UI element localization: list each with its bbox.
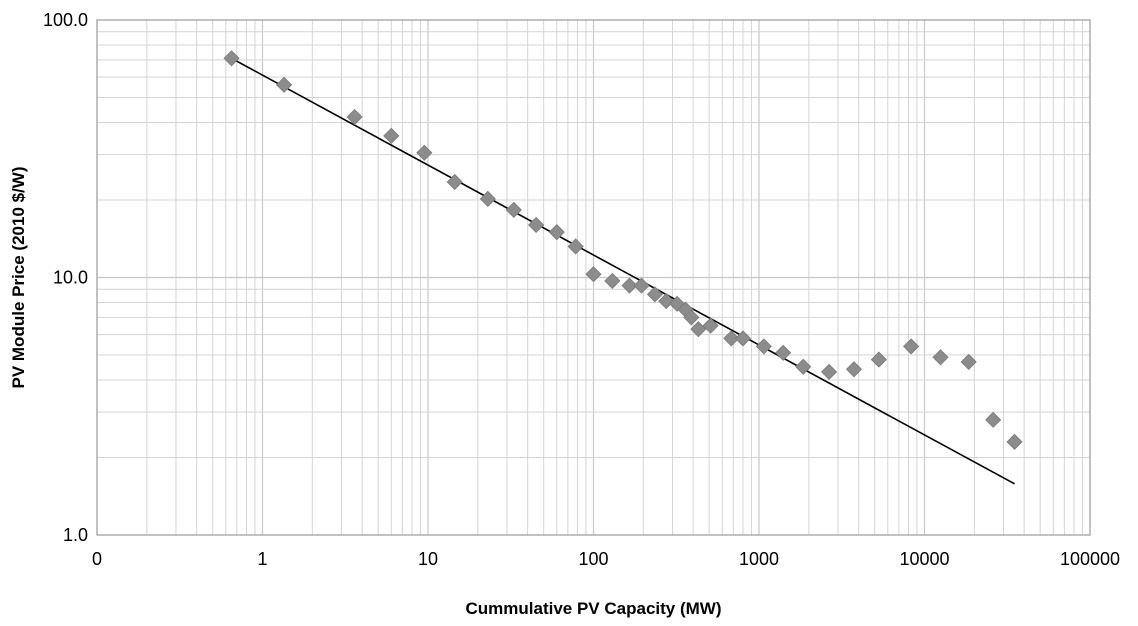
data-point: [845, 361, 863, 378]
data-point: [820, 363, 838, 380]
data-point: [567, 238, 584, 255]
y-tick-label: 100.0: [43, 10, 88, 30]
x-tick-label: 10: [418, 549, 438, 569]
data-point: [383, 127, 400, 144]
data-point: [795, 358, 812, 375]
data-point: [505, 201, 522, 218]
data-point: [702, 317, 719, 334]
data-point: [903, 338, 920, 355]
y-tick-label: 10.0: [53, 268, 88, 288]
data-point: [723, 330, 740, 347]
x-tick-label: 1: [257, 549, 267, 569]
data-point: [960, 353, 977, 371]
data-point: [585, 266, 602, 283]
data-point: [683, 309, 700, 326]
data-point: [734, 330, 752, 347]
data-point: [658, 292, 675, 310]
data-point: [621, 277, 638, 294]
data-point: [346, 108, 363, 126]
x-tick-label: 0: [92, 549, 102, 569]
plot-area-border: [96, 19, 1091, 536]
data-point: [223, 50, 240, 67]
data-point: [870, 351, 887, 368]
y-tick-labels: 1.0 10.0 100.0: [43, 10, 88, 545]
x-tick-label: 100: [578, 549, 608, 569]
data-point: [1006, 433, 1023, 450]
y-axis-title: PV Module Price (2010 $/W): [9, 166, 28, 388]
data-point: [985, 411, 1002, 428]
data-point: [646, 286, 663, 303]
data-point: [690, 321, 707, 338]
grid-lines: [97, 20, 1090, 535]
x-tick-label: 10000: [899, 549, 949, 569]
data-point: [446, 173, 463, 191]
data-point: [932, 349, 949, 366]
data-point: [416, 144, 433, 161]
data-point: [633, 277, 650, 294]
data-point: [775, 344, 792, 361]
x-tick-label: 100000: [1060, 549, 1120, 569]
data-point: [548, 224, 565, 241]
data-point: [276, 76, 293, 93]
data-point: [604, 272, 621, 289]
data-point: [755, 338, 772, 355]
power-trendline: [231, 57, 1015, 485]
x-axis-title: Cummulative PV Capacity (MW): [466, 599, 722, 618]
data-point: [479, 190, 496, 207]
x-tick-label: 1000: [739, 549, 779, 569]
data-point: [528, 216, 545, 234]
data-markers: [223, 50, 1023, 450]
x-tick-labels: 0 1 10 100 1000 10000 100000: [92, 549, 1120, 569]
y-tick-label: 1.0: [63, 525, 88, 545]
